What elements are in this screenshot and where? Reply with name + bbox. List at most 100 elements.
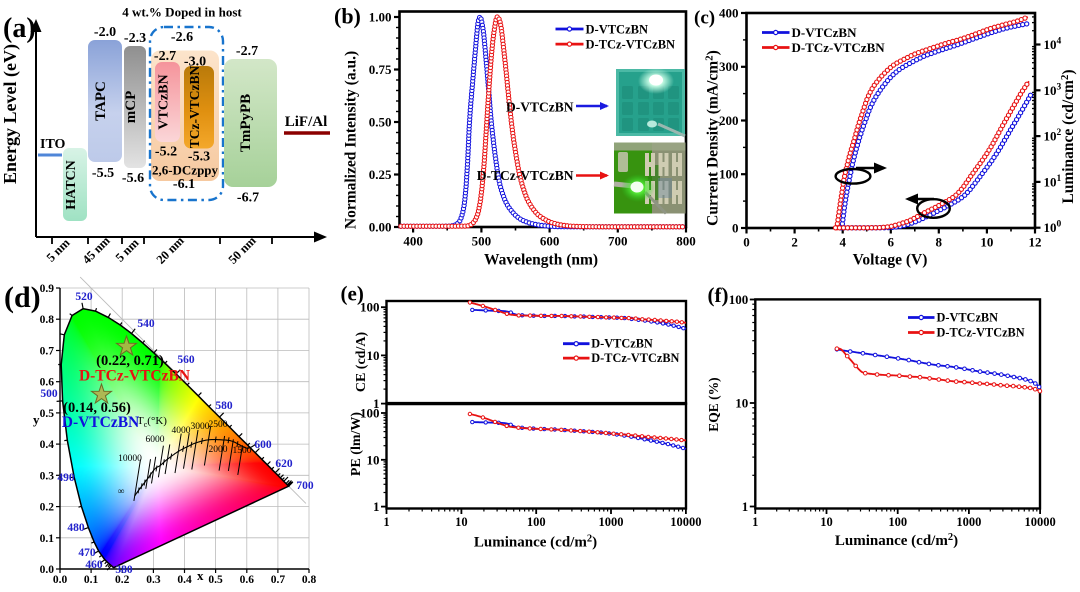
svg-text:200: 200 — [719, 113, 739, 128]
svg-text:Normalized Intensity (a.u.): Normalized Intensity (a.u.) — [343, 51, 360, 229]
svg-text:1: 1 — [373, 499, 380, 514]
svg-text:D-VTCzBN: D-VTCzBN — [506, 100, 574, 115]
svg-text:490: 490 — [57, 472, 75, 484]
svg-text:10: 10 — [980, 235, 993, 250]
svg-text:540: 540 — [137, 318, 155, 330]
svg-text:0.5: 0.5 — [208, 574, 223, 586]
svg-text:Luminance (cd/cm2): Luminance (cd/cm2) — [1059, 69, 1077, 203]
svg-text:0.0: 0.0 — [40, 564, 55, 576]
svg-text:D-TCz-VTCzBN: D-TCz-VTCzBN — [591, 351, 679, 365]
svg-text:400: 400 — [719, 5, 739, 20]
svg-text:(f): (f) — [708, 283, 729, 307]
svg-text:-6.1: -6.1 — [173, 177, 195, 192]
svg-text:100: 100 — [527, 515, 546, 529]
svg-text:(b): (b) — [334, 4, 361, 29]
svg-text:0.25: 0.25 — [369, 167, 392, 182]
svg-text:100: 100 — [888, 515, 907, 529]
svg-text:620: 620 — [275, 458, 293, 470]
svg-text:700: 700 — [608, 234, 628, 249]
svg-text:10000: 10000 — [1024, 515, 1055, 529]
svg-text:(c): (c) — [694, 7, 715, 28]
svg-text:3000: 3000 — [191, 422, 210, 432]
svg-text:-5.6: -5.6 — [122, 171, 144, 186]
svg-text:(a): (a) — [3, 13, 36, 44]
svg-text:0.7: 0.7 — [271, 574, 286, 586]
svg-text:PE (lm/W): PE (lm/W) — [349, 412, 364, 476]
svg-text:D-VTCzBN: D-VTCzBN — [937, 311, 999, 325]
svg-text:10: 10 — [735, 396, 748, 411]
svg-text:0.8: 0.8 — [302, 574, 317, 586]
svg-text:500: 500 — [40, 388, 58, 400]
svg-text:2500: 2500 — [209, 420, 228, 430]
svg-text:800: 800 — [676, 234, 696, 249]
svg-text:520: 520 — [75, 291, 93, 303]
svg-text:6: 6 — [888, 235, 895, 250]
svg-text:0.8: 0.8 — [40, 314, 55, 326]
svg-text:Current Density (mA/cm2): Current Density (mA/cm2) — [704, 50, 722, 226]
svg-text:(0.14, 0.56): (0.14, 0.56) — [63, 400, 131, 416]
svg-text:380: 380 — [115, 564, 133, 576]
svg-text:D-VTCzBN: D-VTCzBN — [62, 414, 140, 431]
svg-text:4 wt.% Doped in host: 4 wt.% Doped in host — [122, 5, 242, 20]
svg-text:0.9: 0.9 — [40, 283, 55, 295]
svg-text:0.00: 0.00 — [369, 219, 392, 234]
svg-text:-2.3: -2.3 — [124, 31, 146, 46]
svg-text:0.1: 0.1 — [40, 533, 55, 545]
svg-text:D-TCz-VTCzBN: D-TCz-VTCzBN — [477, 168, 574, 183]
svg-text:10000: 10000 — [670, 515, 701, 529]
svg-text:6000: 6000 — [146, 435, 165, 445]
svg-text:0.50: 0.50 — [369, 114, 392, 129]
svg-text:(0.22, 0.71): (0.22, 0.71) — [96, 353, 164, 369]
svg-text:1: 1 — [752, 515, 758, 529]
svg-text:D-TCz-VTCzBN: D-TCz-VTCzBN — [586, 37, 676, 51]
svg-text:0.7: 0.7 — [40, 346, 55, 358]
svg-text:460: 460 — [85, 559, 103, 571]
svg-text:-2.7: -2.7 — [154, 49, 176, 64]
svg-text:mCP: mCP — [123, 91, 139, 124]
svg-text:TCz-VTCzBN: TCz-VTCzBN — [187, 66, 202, 149]
svg-text:100: 100 — [360, 300, 380, 315]
svg-text:470: 470 — [78, 547, 96, 559]
svg-text:-2.6: -2.6 — [171, 30, 193, 45]
svg-text:Voltage (V): Voltage (V) — [853, 252, 928, 269]
svg-text:-5.3: -5.3 — [188, 150, 210, 165]
svg-text:300: 300 — [719, 59, 739, 74]
svg-text:∞: ∞ — [118, 487, 125, 497]
svg-text:0.3: 0.3 — [40, 470, 55, 482]
svg-text:CE (cd/A): CE (cd/A) — [354, 332, 369, 393]
svg-text:0.1: 0.1 — [84, 574, 99, 586]
svg-text:10: 10 — [367, 452, 380, 467]
svg-text:ITO: ITO — [40, 137, 66, 152]
svg-text:Tc(°K): Tc(°K) — [137, 415, 167, 429]
svg-text:580: 580 — [215, 400, 233, 412]
svg-text:0.5: 0.5 — [40, 408, 55, 420]
svg-text:(e): (e) — [341, 282, 364, 306]
svg-text:0: 0 — [732, 220, 739, 235]
svg-text:2,6-DCzppy: 2,6-DCzppy — [152, 163, 219, 178]
svg-text:0.2: 0.2 — [40, 502, 55, 514]
svg-text:0.2: 0.2 — [115, 574, 130, 586]
svg-text:0: 0 — [743, 235, 750, 250]
svg-text:(d): (d) — [4, 281, 41, 314]
svg-text:500: 500 — [472, 234, 492, 249]
svg-text:1.00: 1.00 — [369, 9, 392, 24]
svg-text:0.6: 0.6 — [40, 377, 55, 389]
svg-text:-2.7: -2.7 — [236, 44, 258, 59]
svg-text:4: 4 — [839, 235, 846, 250]
svg-text:100: 100 — [719, 167, 739, 182]
svg-text:-3.0: -3.0 — [184, 55, 206, 70]
svg-text:700: 700 — [296, 480, 314, 492]
svg-text:10: 10 — [367, 348, 380, 363]
svg-text:Luminance (cd/m2): Luminance (cd/m2) — [474, 534, 597, 551]
svg-text:10: 10 — [455, 515, 468, 529]
svg-text:0.4: 0.4 — [40, 439, 55, 451]
svg-text:100: 100 — [360, 406, 380, 421]
svg-text:HATCN: HATCN — [64, 160, 79, 210]
svg-text:-6.7: -6.7 — [237, 191, 259, 206]
svg-text:x: x — [197, 568, 204, 583]
svg-text:D-VTCzBN: D-VTCzBN — [792, 25, 858, 40]
svg-text:EQE (%): EQE (%) — [706, 377, 721, 431]
svg-text:0.6: 0.6 — [240, 574, 255, 586]
svg-text:D-TCz-VTCzBN: D-TCz-VTCzBN — [792, 40, 886, 55]
svg-text:-5.2: -5.2 — [155, 145, 177, 160]
